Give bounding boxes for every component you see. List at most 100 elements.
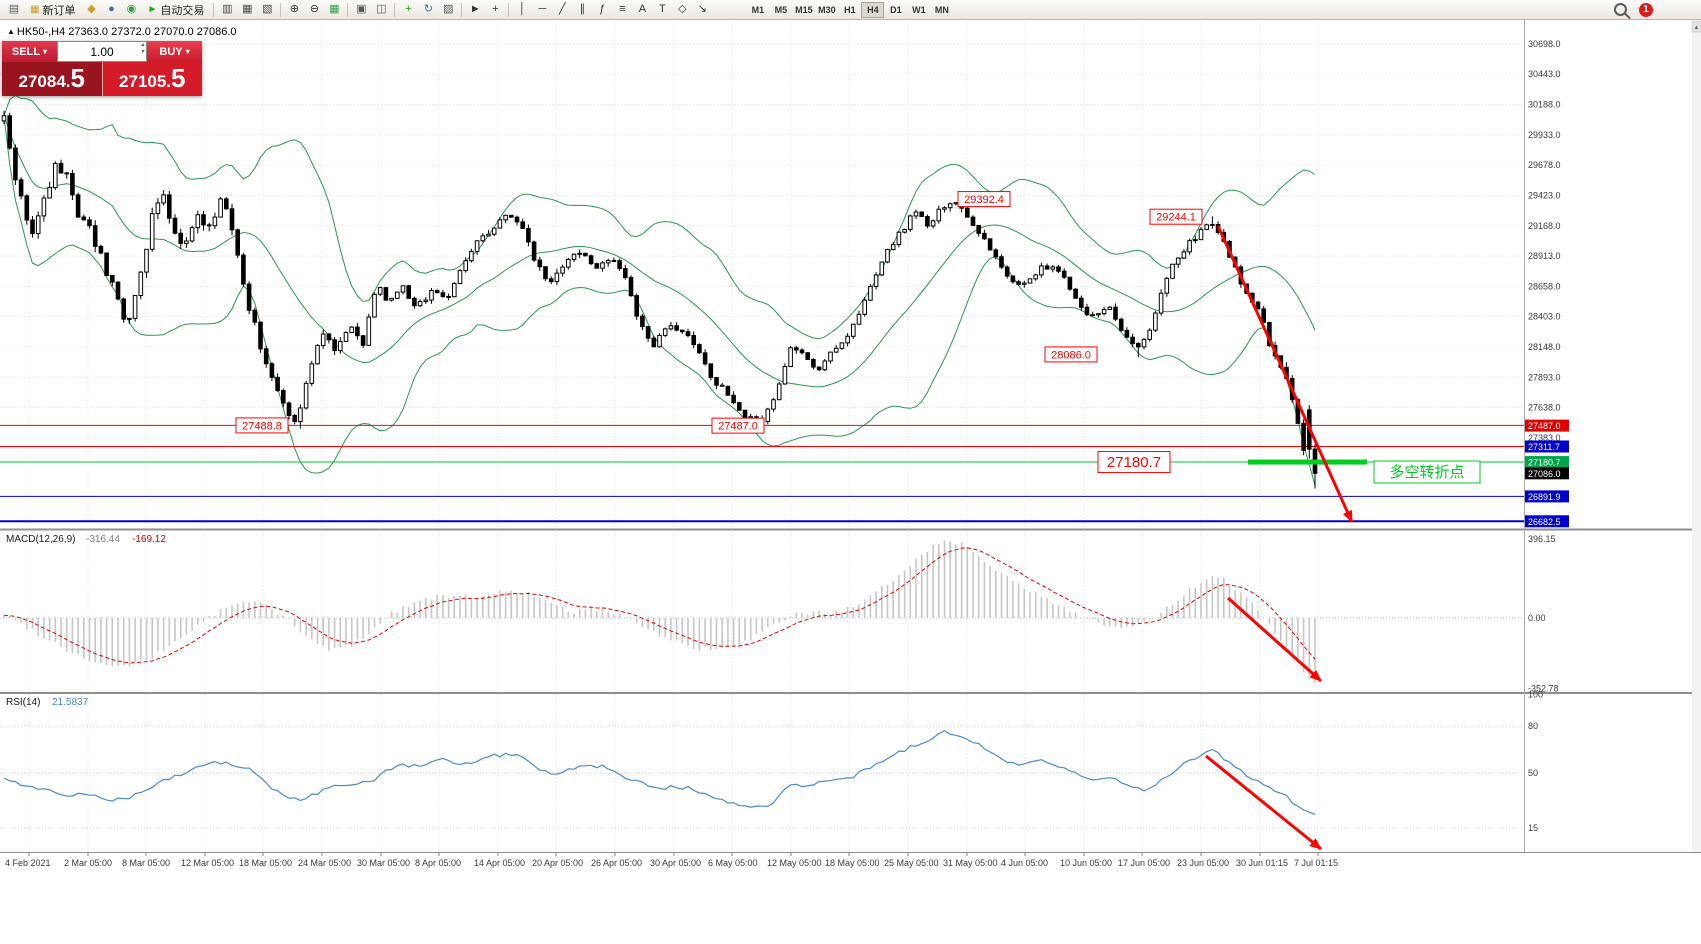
spin-down-icon[interactable]: ▾ [140, 49, 144, 55]
cursor-icon[interactable]: ► [469, 3, 481, 15]
market-watch-icon[interactable]: ● [108, 3, 115, 15]
svg-text:30 Apr 05:00: 30 Apr 05:00 [650, 858, 701, 868]
svg-text:27893.0: 27893.0 [1528, 372, 1561, 382]
shapes-icon[interactable]: ◇ [678, 3, 687, 15]
cascade-windows-icon[interactable]: ▣ [356, 3, 367, 15]
channel-icon[interactable]: ∥ [579, 3, 586, 15]
buy-price-button[interactable]: 27105. 5 [101, 62, 202, 96]
timeframe-m5-button[interactable]: M5 [774, 4, 788, 15]
scroll-up-icon: ▲ [1694, 25, 1700, 31]
zoom-out-icon[interactable]: ⊖ [309, 3, 319, 15]
toolbar-separator [213, 2, 215, 17]
trend-arrow-macd[interactable] [1227, 596, 1322, 683]
svg-text:4 Jun 05:00: 4 Jun 05:00 [1001, 858, 1048, 868]
turning-point-bar[interactable] [1248, 459, 1367, 465]
volume-spinner[interactable]: ▴ ▾ [141, 42, 144, 56]
autotrading-button-icon: ► [147, 4, 158, 15]
text-label-icon[interactable]: T [658, 3, 666, 15]
svg-text:12 May 05:00: 12 May 05:00 [767, 858, 822, 868]
add-indicator-icon[interactable]: + [405, 3, 412, 15]
arrange-windows-icon[interactable]: ◫ [376, 3, 387, 15]
new-order-button[interactable]: ▦ 新订单 [24, 1, 81, 18]
autotrading-button[interactable]: ► 自动交易 [141, 1, 210, 18]
vertical-scrollbar[interactable]: ▲ [1691, 20, 1701, 852]
svg-text:27383.0: 27383.0 [1528, 433, 1561, 443]
price-callouts[interactable]: 29392.4 29244.1 28086.0 27488.8 27487.0 27180… [235, 191, 1203, 474]
svg-text:29423.0: 29423.0 [1528, 190, 1561, 200]
svg-text:27086.0: 27086.0 [1528, 469, 1561, 479]
timeframe-m30-button[interactable]: M30 [818, 4, 836, 15]
arrows-icon[interactable]: ↘ [697, 3, 707, 15]
timeframe-h1-button[interactable]: H1 [844, 4, 856, 15]
new-order-button-label: 新订单 [42, 4, 76, 17]
chart-window-icon[interactable]: ▤ [8, 3, 20, 15]
svg-text:14 Apr 05:00: 14 Apr 05:00 [474, 858, 525, 868]
candlestick-chart-icon[interactable]: ▦ [242, 3, 253, 15]
symbol-ohlc-text: HK50-,H4 27363.0 27372.0 27070.0 27086.0 [16, 26, 237, 38]
rsi-title: RSI(14) [6, 697, 40, 708]
chart-properties-icon[interactable]: ▨ [443, 3, 454, 15]
trend-arrow-main[interactable] [1216, 225, 1354, 523]
price-tag [1525, 490, 1569, 503]
svg-text:30 Jun 01:15: 30 Jun 01:15 [1236, 858, 1288, 868]
macd-value-main: -316.44 [86, 534, 120, 545]
timeframe-h4-button[interactable]: H4 [861, 1, 885, 18]
svg-text:26891.9: 26891.9 [1528, 492, 1561, 502]
toolbar-separator [347, 2, 349, 17]
annotation-box[interactable] [1373, 460, 1481, 484]
svg-text:29933.0: 29933.0 [1528, 130, 1561, 140]
trendline-icon[interactable]: ╱ [559, 3, 566, 15]
svg-text:27311.7: 27311.7 [1528, 442, 1560, 452]
svg-text:12 Mar 05:00: 12 Mar 05:00 [181, 858, 234, 868]
timeframe-w1-button[interactable]: W1 [912, 4, 926, 15]
sell-price-button[interactable]: 27084. 5 [2, 62, 102, 96]
navigator-icon[interactable]: ◉ [126, 3, 137, 15]
new-order-button-icon: ▦ [30, 4, 40, 15]
bollinger-upper [3, 95, 1316, 340]
one-click-trading-panel: SELL ▾ 1.00 ▴ ▾ BUY ▾ 27084. 5 27105. 5 [2, 41, 202, 96]
svg-text:29678.0: 29678.0 [1528, 160, 1561, 170]
rsi-line [3, 730, 1316, 815]
toolbar-separator [280, 2, 282, 17]
svg-text:28403.0: 28403.0 [1528, 312, 1561, 322]
svg-text:29392.4: 29392.4 [964, 194, 1004, 206]
levels-icon[interactable]: ≡ [619, 3, 626, 15]
svg-text:18 May 05:00: 18 May 05:00 [825, 858, 880, 868]
svg-text:20 Apr 05:00: 20 Apr 05:00 [532, 858, 583, 868]
timeframe-mn-button[interactable]: MN [934, 4, 949, 15]
trend-arrow-rsi[interactable] [1205, 754, 1322, 851]
horizontal-line-icon[interactable]: ─ [538, 3, 547, 15]
volume-input[interactable]: 1.00 ▴ ▾ [57, 41, 147, 62]
search-icon[interactable] [1614, 3, 1627, 16]
tile-windows-icon[interactable]: ▦ [329, 3, 340, 15]
autotrading-button-label: 自动交易 [160, 4, 205, 17]
price-tag [1525, 419, 1569, 432]
sell-label: SELL [11, 45, 41, 58]
spin-up-icon[interactable]: ▴ [140, 42, 144, 48]
svg-text:396.15: 396.15 [1528, 534, 1556, 544]
svg-text:24 Mar 05:00: 24 Mar 05:00 [298, 858, 351, 868]
sell-button[interactable]: SELL ▾ [2, 41, 57, 62]
cycles-icon[interactable]: ↻ [423, 3, 433, 15]
buy-button[interactable]: BUY ▾ [147, 41, 202, 62]
vertical-line-icon[interactable]: │ [518, 3, 526, 15]
fibonacci-icon[interactable]: ƒ [599, 3, 606, 15]
line-chart-icon[interactable]: ▧ [262, 3, 273, 15]
svg-text:100: 100 [1528, 689, 1543, 699]
text-icon[interactable]: A [638, 3, 647, 15]
grid-horizontal [0, 43, 1524, 439]
timeframe-d1-button[interactable]: D1 [890, 4, 902, 15]
svg-text:30443.0: 30443.0 [1528, 69, 1561, 79]
notification-badge[interactable]: 1 [1639, 2, 1653, 17]
bar-chart-icon[interactable]: ▥ [222, 3, 233, 15]
timeframe-m1-button[interactable]: M1 [751, 4, 765, 15]
profiles-icon[interactable]: ◆ [87, 3, 96, 15]
buy-caret-icon: ▾ [185, 47, 190, 56]
svg-text:30 Mar 05:00: 30 Mar 05:00 [357, 858, 410, 868]
svg-text:28148.0: 28148.0 [1528, 342, 1561, 352]
zoom-in-icon[interactable]: ⊕ [289, 3, 299, 15]
svg-text:2 Mar 05:00: 2 Mar 05:00 [64, 858, 112, 868]
timeframe-m15-button[interactable]: M15 [795, 4, 813, 15]
crosshair-icon[interactable]: + [492, 3, 499, 15]
